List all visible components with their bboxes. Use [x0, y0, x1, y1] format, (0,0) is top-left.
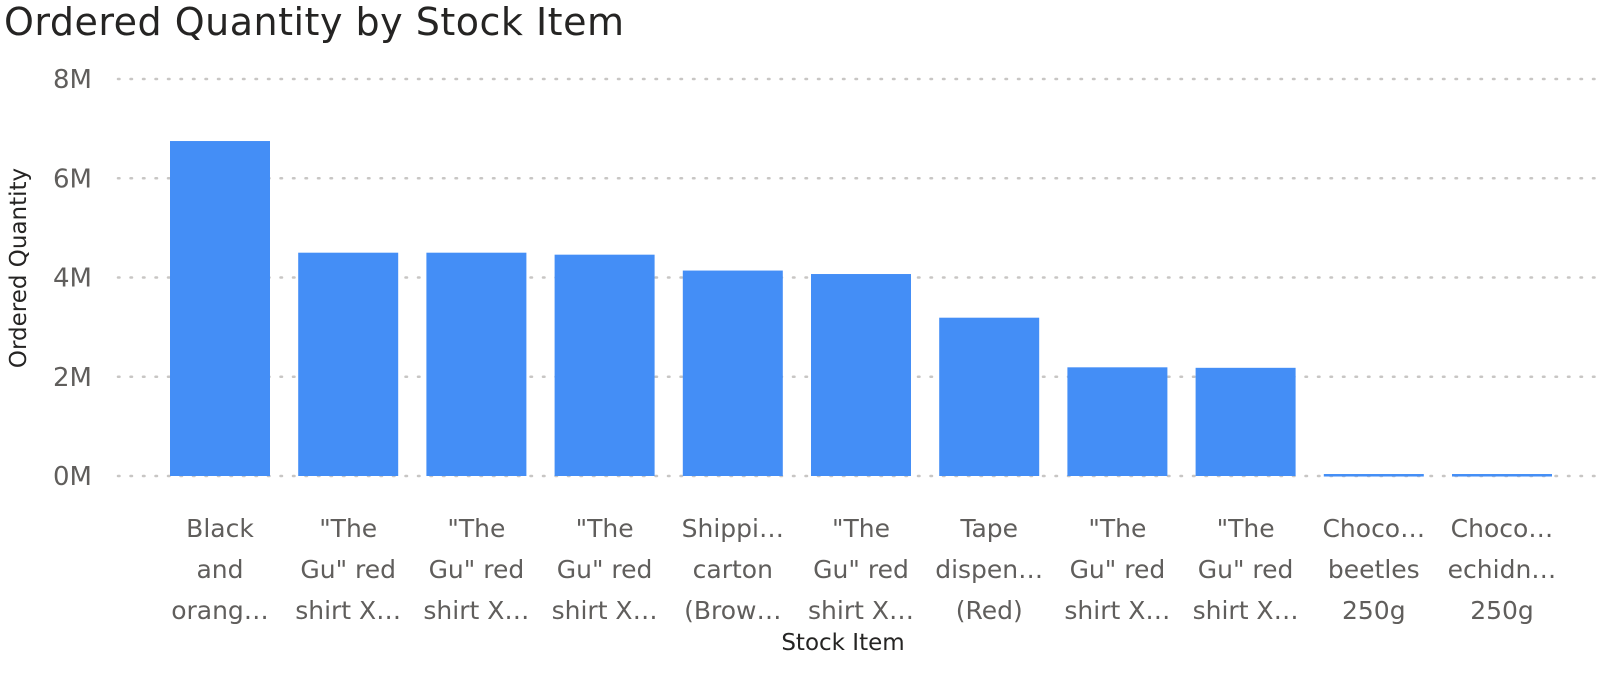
x-axis-labels: Black and orang…"The Gu" red shirt X…"The Gu"… [171, 514, 1556, 625]
bar[interactable] [170, 141, 270, 476]
y-tick-label: 4M [53, 264, 92, 294]
x-tick-label: Choco… beetles 250g [1322, 514, 1425, 625]
bar[interactable] [426, 252, 527, 476]
y-axis-title: Ordered Quantity [6, 168, 32, 368]
x-tick-label: "The Gu" red shirt X… [808, 514, 914, 625]
x-tick-label: "The Gu" red shirt X… [552, 514, 658, 625]
bar[interactable] [939, 317, 1040, 476]
x-tick-label: Shippi… carton (Brow… [682, 514, 784, 625]
bar[interactable] [554, 254, 655, 476]
y-tick-label: 8M [53, 65, 92, 95]
x-tick-label: "The Gu" red shirt X… [423, 514, 529, 625]
x-tick-label: "The Gu" red shirt X… [295, 514, 401, 625]
bar[interactable] [1067, 367, 1168, 476]
x-tick-label: Tape dispen… (Red) [935, 514, 1043, 625]
bar[interactable] [1195, 367, 1296, 476]
bar[interactable] [1452, 474, 1552, 477]
y-tick-label: 6M [53, 164, 92, 194]
chart-title: Ordered Quantity by Stock Item [4, 0, 625, 44]
bar[interactable] [298, 252, 399, 476]
bar[interactable] [811, 274, 911, 476]
bar[interactable] [682, 270, 783, 476]
x-tick-label: Choco… echidn… 250g [1448, 514, 1557, 625]
bars [170, 141, 1552, 477]
x-tick-label: Black and orang… [171, 514, 269, 625]
x-tick-label: "The Gu" red shirt X… [1064, 514, 1170, 625]
y-tick-label: 2M [53, 363, 92, 393]
x-axis-title: Stock Item [781, 630, 904, 656]
y-axis-ticks: 0M 2M 4M 6M 8M [53, 65, 92, 492]
x-tick-label: "The Gu" red shirt X… [1193, 514, 1299, 625]
y-tick-label: 0M [53, 462, 92, 492]
bar[interactable] [1323, 474, 1424, 477]
